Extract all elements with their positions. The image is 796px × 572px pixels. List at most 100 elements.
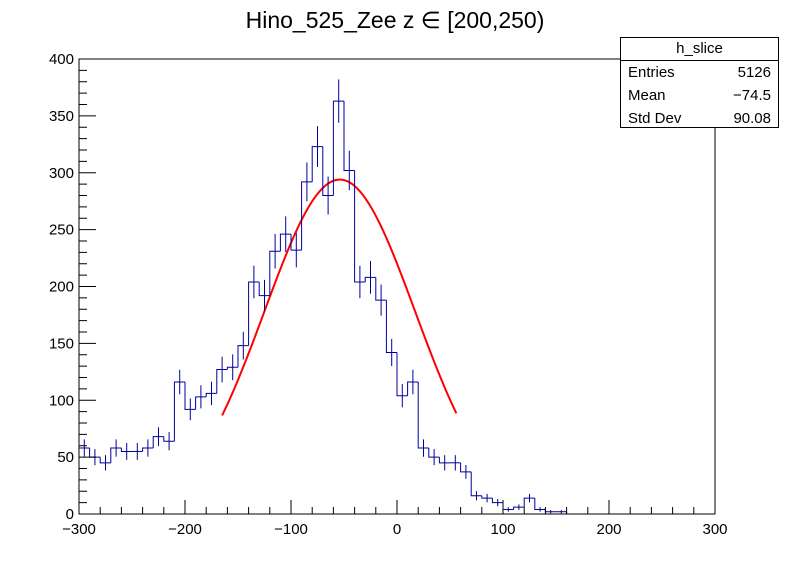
histogram-bin <box>311 126 323 182</box>
histogram-bin <box>173 369 185 442</box>
stats-value-stddev: 90.08 <box>733 110 771 127</box>
stats-row-mean: Mean −74.5 <box>621 84 778 107</box>
stats-label-mean: Mean <box>628 87 666 104</box>
y-tick-label: 100 <box>49 392 74 409</box>
histogram-bin <box>216 356 228 394</box>
histogram-bin <box>258 279 270 312</box>
bin-outline <box>78 447 90 514</box>
histogram-bin <box>269 233 281 296</box>
bin-outline <box>417 382 429 449</box>
bin-outline <box>216 369 228 394</box>
histogram-bin <box>407 369 419 396</box>
bin-outline <box>364 276 376 282</box>
histogram-bin <box>417 382 429 457</box>
bin-outline <box>290 234 302 251</box>
histogram-bin <box>152 427 164 449</box>
y-tick-label: 0 <box>66 506 74 523</box>
bin-outline <box>385 300 397 353</box>
histogram-bin <box>248 265 260 346</box>
histogram-bin <box>343 101 355 191</box>
bin-outline <box>226 366 238 370</box>
x-tick-label: 0 <box>393 521 401 538</box>
bin-outline <box>110 447 122 463</box>
bin-outline <box>534 498 546 510</box>
histogram-bin <box>534 498 546 512</box>
y-tick-label: 200 <box>49 279 74 296</box>
y-tick-label: 300 <box>49 165 74 182</box>
y-tick-label: 50 <box>57 449 74 466</box>
stats-row-entries: Entries 5126 <box>621 61 778 84</box>
histogram-bin <box>110 439 122 463</box>
histogram-bin <box>523 493 535 508</box>
histogram-bin <box>89 448 101 466</box>
histogram-bin <box>375 277 387 316</box>
histogram-bin <box>385 300 397 367</box>
bin-outline <box>120 448 132 452</box>
bin-outline <box>428 448 440 458</box>
histogram-bin <box>438 455 450 471</box>
x-tick-label: −200 <box>168 521 202 538</box>
stats-row-stddev: Std Dev 90.08 <box>621 107 778 130</box>
histogram-bin <box>279 216 291 253</box>
bin-outline <box>195 396 207 410</box>
stats-box: h_slice Entries 5126 Mean −74.5 Std Dev … <box>620 37 779 128</box>
histogram-bin <box>237 331 249 368</box>
bin-outline <box>407 381 419 396</box>
histogram-bin <box>205 381 217 406</box>
bin-outline <box>343 101 355 171</box>
histogram-bin <box>396 352 408 408</box>
chart-title: Hino_525_Zee z ∈ [200,250) <box>246 7 545 33</box>
histogram-bin <box>544 509 556 514</box>
bin-outline <box>258 281 270 297</box>
histogram-bin <box>450 455 461 471</box>
x-tick-label: 100 <box>490 521 515 538</box>
histogram-bin <box>195 385 207 410</box>
histogram-bin <box>470 471 482 501</box>
stats-label-entries: Entries <box>628 64 675 81</box>
bin-outline <box>375 277 387 301</box>
bin-outline <box>248 281 260 346</box>
bin-outline <box>354 170 366 283</box>
stats-value-mean: −74.5 <box>733 87 771 104</box>
bin-outline <box>142 447 154 452</box>
histogram-bin <box>513 504 525 510</box>
x-tick-label: 200 <box>596 521 621 538</box>
x-tick-label: −300 <box>62 521 96 538</box>
bin-outline <box>184 382 196 410</box>
histogram-bin <box>354 170 366 299</box>
y-tick-label: 400 <box>49 51 74 68</box>
bin-outline <box>173 381 185 442</box>
histogram-bin <box>460 462 472 479</box>
histogram-bin <box>322 146 334 215</box>
y-tick-label: 150 <box>49 335 74 352</box>
bin-outline <box>163 436 175 442</box>
stats-value-entries: 5126 <box>737 64 771 81</box>
bin-outline <box>269 250 281 296</box>
y-tick-label: 250 <box>49 222 74 239</box>
fit-curve <box>221 178 458 416</box>
bin-outline <box>481 495 493 499</box>
bin-outline <box>237 345 249 368</box>
bin-outline <box>152 436 164 449</box>
stats-label-stddev: Std Dev <box>628 110 682 127</box>
bin-outline <box>396 352 408 397</box>
stats-title: h_slice <box>621 38 778 61</box>
bin-outline <box>301 181 313 251</box>
bin-outline <box>523 497 535 508</box>
histogram-bin <box>132 443 143 460</box>
bin-outline <box>322 146 334 196</box>
x-tick-label: 300 <box>702 521 727 538</box>
histogram-bin <box>99 455 111 471</box>
histogram-bin <box>491 498 503 507</box>
bin-outline <box>460 462 472 473</box>
histogram-bin <box>332 79 344 196</box>
histogram-bin <box>120 443 132 460</box>
histogram-bin <box>301 162 313 251</box>
histogram-bin <box>184 382 196 421</box>
histogram-bin <box>556 510 567 514</box>
y-tick-label: 350 <box>49 108 74 125</box>
histogram-bin <box>481 493 493 503</box>
histogram-bin <box>502 502 514 512</box>
histogram-bin <box>163 432 175 451</box>
x-tick-label: −100 <box>274 521 308 538</box>
